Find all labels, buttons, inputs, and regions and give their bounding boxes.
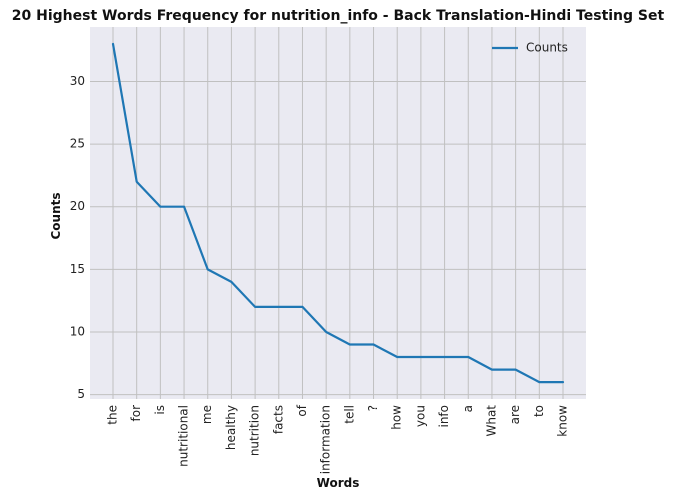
data-point <box>537 380 541 384</box>
data-point <box>466 355 470 359</box>
data-point <box>206 267 210 271</box>
x-tick-label: of <box>295 404 309 416</box>
series-layer <box>111 42 565 384</box>
data-point <box>419 355 423 359</box>
x-tick-label: to <box>532 405 546 417</box>
data-point <box>372 343 376 347</box>
x-tick-label: nutritional <box>177 405 191 467</box>
x-axis-title: Words <box>316 476 360 490</box>
y-tick-label: 30 <box>70 74 85 88</box>
data-point <box>443 355 447 359</box>
x-tick-label: is <box>153 405 167 415</box>
data-point <box>514 368 518 372</box>
data-point <box>182 205 186 209</box>
data-point <box>490 368 494 372</box>
data-point <box>348 343 352 347</box>
x-tick-label: info <box>437 405 451 428</box>
y-tick-label: 15 <box>70 262 85 276</box>
legend-label: Counts <box>526 41 568 55</box>
data-point <box>111 42 115 46</box>
x-tick-label: nutrition <box>248 405 262 456</box>
x-tick-label: facts <box>271 405 285 434</box>
x-tick-label: healthy <box>224 405 238 450</box>
x-tick-label: how <box>390 405 404 430</box>
legend: Counts <box>492 41 568 55</box>
data-point <box>135 180 139 184</box>
plot-area <box>90 27 586 399</box>
x-tick-label: know <box>556 405 570 437</box>
x-tick-label: ? <box>366 405 380 411</box>
data-point <box>158 205 162 209</box>
x-tick-label: tell <box>342 405 356 424</box>
x-tick-label: What <box>484 405 498 437</box>
y-tick-label: 25 <box>70 137 85 151</box>
grid-lines <box>90 27 586 399</box>
y-axis-title: Counts <box>49 192 63 240</box>
x-tick-label: you <box>413 405 427 427</box>
y-tick-label: 10 <box>70 324 85 338</box>
data-point <box>324 330 328 334</box>
x-tick-label: the <box>106 405 120 425</box>
x-tick-label: a <box>461 405 475 412</box>
data-point <box>229 280 233 284</box>
series-line-counts <box>111 42 565 384</box>
data-point <box>253 305 257 309</box>
y-tick-label: 20 <box>70 199 85 213</box>
axis-ticks: the for is nutritional me healthy nutrition fac… <box>70 74 570 474</box>
data-point <box>277 305 281 309</box>
x-tick-label: for <box>129 405 143 422</box>
x-tick-label: me <box>200 405 214 424</box>
data-point <box>300 305 304 309</box>
x-tick-label: information <box>319 405 333 474</box>
data-point <box>395 355 399 359</box>
chart-title: 20 Highest Words Frequency for nutrition… <box>11 8 665 24</box>
data-point <box>561 380 565 384</box>
x-tick-label: are <box>508 405 522 424</box>
y-tick-label: 5 <box>77 387 85 401</box>
